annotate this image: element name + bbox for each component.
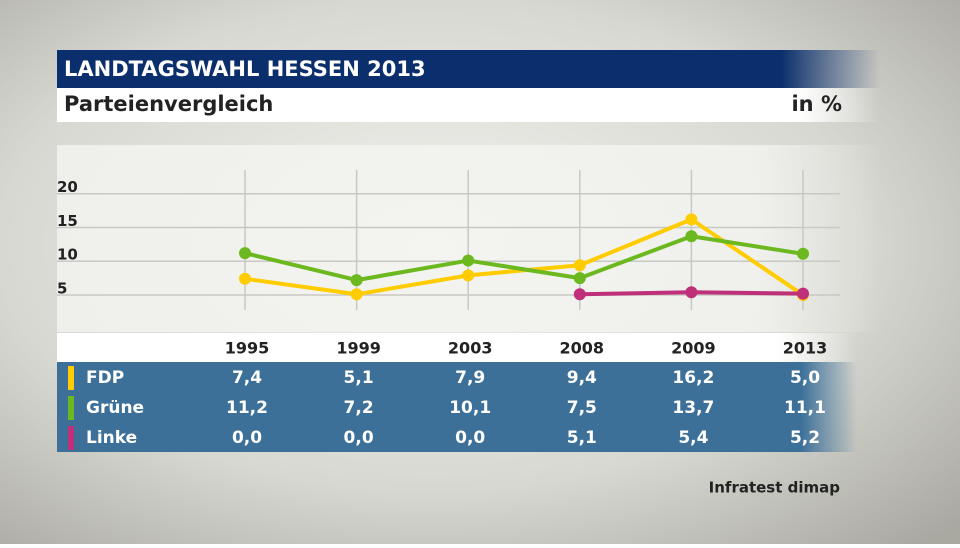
legend-swatch [68,396,74,420]
table-value: 11,2 [226,398,268,418]
table-header [57,333,857,362]
table-value: 5,0 [790,368,820,388]
title-bar [57,50,880,88]
table-value: 9,4 [567,368,597,388]
table-value: 5,4 [678,428,708,448]
data-point [350,274,363,287]
table-value: 0,0 [344,428,374,448]
legend-label: Linke [86,428,137,448]
table-value: 13,7 [672,398,714,418]
data-point [685,213,698,226]
x-tick-label: 1995 [225,339,270,358]
legend-swatch [68,366,74,390]
table-value: 7,4 [232,368,262,388]
data-point [239,272,251,285]
y-tick-label: 15 [57,212,78,230]
table-value: 5,2 [790,428,820,448]
data-point [685,286,698,299]
legend-label: FDP [86,368,124,388]
table-value: 7,2 [344,398,374,418]
data-point [350,288,363,301]
table-body [57,362,857,452]
table-value: 5,1 [567,428,597,448]
table-value: 0,0 [455,428,485,448]
data-point [573,259,586,272]
y-tick-label: 20 [57,178,78,196]
subtitle-bar [57,88,880,122]
data-point [462,269,475,282]
table-value: 7,5 [567,398,597,418]
x-tick-label: 2008 [560,339,605,358]
table-value: 7,9 [455,368,485,388]
table-value: 0,0 [232,428,262,448]
legend-label: Grüne [86,398,144,418]
x-tick-label: 2013 [783,339,828,358]
source: Infratest dimap [709,479,841,497]
data-point [462,254,475,267]
x-tick-label: 2003 [448,339,493,358]
table-value: 5,1 [344,368,374,388]
x-tick-label: 1999 [336,339,381,358]
table-value: 10,1 [449,398,491,418]
data-point [573,288,586,301]
data-point [685,230,698,243]
y-tick-label: 10 [57,246,78,264]
table-value: 16,2 [672,368,714,388]
legend-swatch [68,426,74,450]
chart-title: LANDTAGSWAHL HESSEN 2013 [64,57,426,81]
subtitle: Parteienvergleich [64,92,273,116]
y-tick-label: 5 [57,279,67,297]
data-point [797,287,809,300]
data-point [573,272,586,285]
table-value: 11,1 [784,398,826,418]
series-line [244,234,804,283]
data-point [239,247,251,260]
unit-label: in % [791,92,842,116]
data-point [797,247,809,260]
x-tick-label: 2009 [671,339,716,358]
